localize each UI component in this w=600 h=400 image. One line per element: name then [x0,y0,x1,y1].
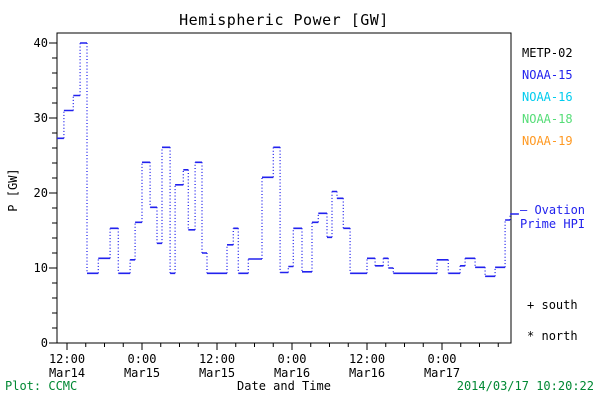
x-axis-label: Date and Time [237,379,331,393]
x-tick-time: 0:00 [127,352,157,366]
asterisk-icon: * [527,329,535,343]
south-label: south [541,298,578,312]
x-tick-date: Mar17 [423,366,461,380]
x-tick-time: 12:00 [48,352,86,366]
x-tick-label: 0:00 Mar16 [262,352,322,380]
hpi-step-horizontals [57,42,519,278]
y-tick-label: 40 [33,36,48,50]
legend-satellite-label: NOAA-16 [522,90,573,104]
ovation-line2: Prime HPI [520,217,586,231]
y-tick-label: 10 [33,261,48,275]
legend-satellite-label: NOAA-15 [522,68,573,82]
x-tick-date: Mar15 [123,366,161,380]
north-marker-legend: * north [527,329,578,343]
north-label: north [541,329,578,343]
x-tick-label: 0:00 Mar15 [112,352,172,380]
x-tick-date: Mar16 [348,366,386,380]
ovation-prime-hpi-label: – Ovation Prime HPI [520,203,585,231]
legend-satellite-label: METP-02 [522,46,573,60]
x-tick-label: 0:00 Mar17 [412,352,472,380]
plot-timestamp: 2014/03/17 10:20:22 [456,379,594,393]
x-tick-label: 12:00 Mar16 [337,352,397,380]
x-tick-time: 12:00 [198,352,236,366]
hpi-step-verticals [63,43,511,277]
y-tick-label: 0 [40,336,48,350]
plot-source-label: Plot: CCMC [5,379,78,393]
legend-satellite-label: NOAA-18 [522,112,573,126]
x-tick-date: Mar14 [48,366,86,380]
x-tick-time: 0:00 [277,352,307,366]
x-tick-time: 12:00 [348,352,386,366]
plus-icon: + [527,298,535,312]
axis-frame [56,32,512,344]
ovation-line1: – Ovation [520,203,586,217]
south-marker-legend: + south [527,298,578,312]
x-tick-date: Mar16 [273,366,311,380]
chart-title: Hemispheric Power [GW] [179,11,389,29]
x-tick-label: 12:00 Mar14 [37,352,97,380]
x-tick-date: Mar15 [198,366,236,380]
x-tick-label: 12:00 Mar15 [187,352,247,380]
y-tick-label: 20 [33,186,48,200]
x-tick-time: 0:00 [427,352,457,366]
legend-satellite-label: NOAA-19 [522,134,573,148]
y-tick-label: 30 [33,111,48,125]
satellite-legend: METP-02 NOAA-15 NOAA-16 NOAA-18 NOAA-19 [522,42,573,152]
